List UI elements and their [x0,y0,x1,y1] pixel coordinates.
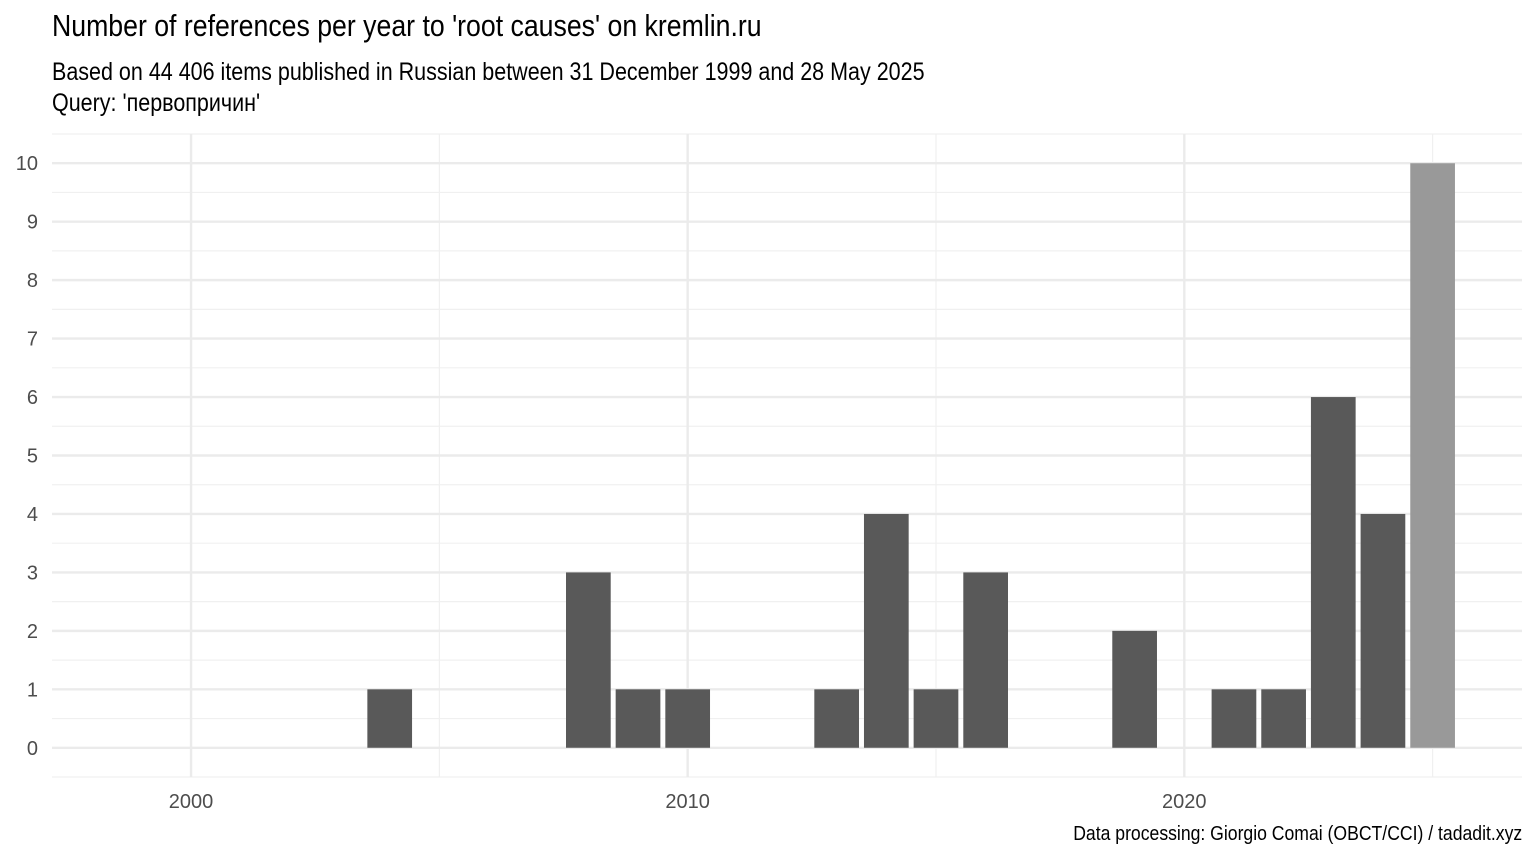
y-tick-label: 9 [27,212,38,234]
bar-2021 [1211,689,1257,748]
bar-2013 [814,689,860,748]
y-tick-label: 2 [27,621,38,643]
y-tick-label: 5 [27,446,38,468]
bar-2024 [1360,513,1406,748]
chart-title: Number of references per year to 'root c… [52,8,762,43]
chart-subtitle-line-2: Query: 'первопричин' [52,89,261,117]
y-tick-label: 10 [16,153,38,175]
chart-caption: Data processing: Giorgio Comai (OBCT/CCI… [1073,823,1522,845]
bar-2016 [963,572,1008,748]
bar-2010 [665,689,711,748]
x-tick-label: 2010 [665,791,710,813]
y-tick-label: 6 [27,387,38,409]
grid-lines [52,133,1522,778]
y-axis-tick-labels: 0 1 2 3 4 5 6 7 8 9 10 [16,153,38,760]
bar-2009 [615,689,661,748]
bar-2004 [367,689,413,748]
bars [367,163,1455,748]
y-tick-label: 7 [27,329,38,351]
x-tick-label: 2000 [169,791,214,813]
bar-2023 [1310,397,1356,748]
y-tick-label: 3 [27,562,38,584]
bar-2019 [1112,630,1157,748]
y-tick-label: 8 [27,270,38,292]
bar-2025 [1410,163,1455,748]
y-tick-label: 1 [27,679,38,701]
y-tick-label: 0 [27,738,38,760]
bar-2008 [566,572,611,748]
x-tick-label: 2020 [1162,791,1207,813]
x-axis-tick-labels: 2000 2010 2020 [169,791,1207,813]
bar-2015 [913,689,959,748]
bar-2014 [863,513,909,748]
chart-subtitle-line-1: Based on 44 406 items published in Russi… [52,58,925,86]
bar-2022 [1261,689,1306,748]
y-tick-label: 4 [27,504,38,526]
